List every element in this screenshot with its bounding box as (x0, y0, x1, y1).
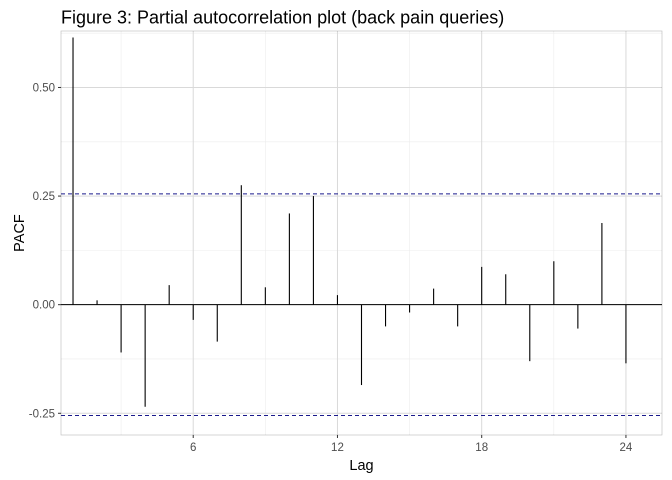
y-tick-label: 0.25 (33, 191, 55, 203)
chart-title: Figure 3: Partial autocorrelation plot (… (61, 8, 504, 28)
x-axis-title: Lag (349, 458, 373, 474)
y-axis-title: PACF (12, 214, 28, 252)
x-tick-label: 18 (475, 442, 488, 454)
x-axis-ticks: 6 12 18 24 (190, 435, 633, 454)
pacf-bars (72, 37, 627, 407)
y-tick-label: 0.50 (33, 82, 55, 94)
y-axis-ticks: -0.25 0.00 0.25 0.50 (29, 82, 61, 420)
y-tick-label: 0.00 (33, 300, 55, 312)
x-tick-label: 24 (620, 442, 633, 454)
panel-border (60, 30, 663, 436)
x-tick-label: 6 (190, 442, 196, 454)
y-tick-label: -0.25 (29, 408, 55, 420)
minor-gridlines (61, 31, 662, 435)
x-tick-label: 12 (331, 442, 344, 454)
confidence-bounds (61, 193, 662, 416)
